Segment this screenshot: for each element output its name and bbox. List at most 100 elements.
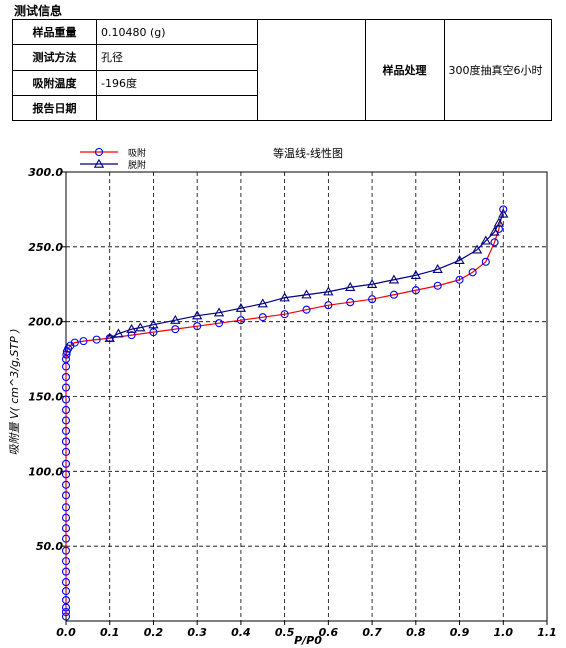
data-point bbox=[493, 217, 505, 227]
test-method-label: 测试方法 bbox=[12, 44, 97, 71]
data-point bbox=[61, 587, 71, 596]
test-info-table: 样品重量 0.10480 (g) 样品处理 300度抽真空6小时 测试方法 孔径… bbox=[12, 18, 552, 122]
data-point bbox=[61, 546, 71, 555]
data-point bbox=[61, 524, 71, 533]
sample-weight-label: 样品重量 bbox=[12, 18, 97, 46]
sample-weight-value: 0.10480 (g) bbox=[96, 18, 258, 46]
data-point bbox=[366, 278, 378, 288]
section-title: 测试信息 bbox=[14, 4, 63, 18]
adsorption-temp-value: -196度 bbox=[96, 69, 258, 96]
axis-ticks: 0.0 0.1 0.2 0.3 0.4 0.5 0.6 0.7 0.8 0.9 1.0 1.1 50.0… bbox=[28, 166, 557, 639]
data-point bbox=[61, 459, 71, 468]
data-point bbox=[368, 295, 377, 304]
info-row: 报告日期 bbox=[12, 94, 552, 122]
data-point bbox=[126, 323, 137, 333]
adsorption-temp-label: 吸附温度 bbox=[12, 69, 97, 96]
series-desorption bbox=[104, 208, 509, 342]
y-tick-label: 150.0 bbox=[28, 391, 63, 404]
y-tick-label: 100.0 bbox=[28, 465, 63, 478]
x-tick-label: 0.5 bbox=[275, 626, 295, 639]
data-point bbox=[257, 298, 268, 308]
data-point bbox=[104, 332, 115, 342]
data-point bbox=[388, 274, 400, 284]
data-point bbox=[61, 567, 71, 576]
x-tick-label: 0.8 bbox=[406, 626, 426, 639]
legend-item: 脱附 bbox=[80, 158, 146, 171]
x-tick-label: 0.1 bbox=[100, 626, 120, 639]
x-tick-label: 0.6 bbox=[319, 626, 339, 639]
data-point bbox=[61, 503, 71, 512]
data-point bbox=[70, 338, 79, 347]
data-point bbox=[61, 534, 71, 543]
data-point bbox=[490, 238, 499, 247]
x-tick-label: 0.7 bbox=[362, 626, 382, 639]
data-point bbox=[346, 298, 355, 307]
data-point bbox=[323, 286, 334, 296]
x-tick-label: 0.9 bbox=[450, 626, 470, 639]
data-point bbox=[62, 350, 71, 359]
data-point bbox=[411, 286, 420, 295]
x-tick-label: 1.0 bbox=[494, 626, 514, 639]
data-point bbox=[481, 257, 490, 266]
data-point bbox=[345, 281, 356, 291]
data-point bbox=[61, 595, 71, 605]
report-date-label: 报告日期 bbox=[12, 94, 97, 122]
y-axis-label: 吸附量 V( cm^3/g,STP ) bbox=[8, 328, 21, 455]
test-method-value: 孔径 bbox=[96, 44, 258, 71]
data-point bbox=[61, 447, 71, 456]
data-point bbox=[193, 322, 202, 331]
info-row: 吸附温度 -196度 bbox=[12, 69, 552, 96]
data-point bbox=[213, 307, 225, 317]
data-point bbox=[499, 205, 508, 214]
x-tick-label: 0.3 bbox=[187, 626, 207, 639]
data-point bbox=[489, 226, 500, 236]
data-point bbox=[410, 269, 421, 279]
data-point bbox=[432, 263, 443, 273]
data-point bbox=[61, 355, 71, 364]
data-point bbox=[468, 268, 477, 277]
data-point bbox=[455, 275, 464, 284]
data-point bbox=[171, 325, 180, 334]
data-point bbox=[454, 254, 465, 265]
info-blank-cell bbox=[257, 19, 366, 121]
isotherm-chart: 等温线-线性图 吸附量 V( cm^3/g,STP ) P/P0 0.0 0.1 0… bbox=[8, 146, 557, 647]
data-point bbox=[236, 316, 245, 325]
data-point bbox=[258, 313, 267, 322]
data-point bbox=[61, 470, 71, 479]
data-point bbox=[61, 480, 71, 489]
legend-marker bbox=[94, 147, 104, 157]
data-point bbox=[79, 337, 88, 346]
y-tick-label: 200.0 bbox=[28, 316, 63, 329]
data-point bbox=[192, 310, 203, 320]
data-point bbox=[61, 612, 71, 621]
data-point bbox=[61, 491, 71, 500]
data-point bbox=[324, 301, 333, 310]
treatment-value: 300度抽真空6小时 bbox=[443, 19, 552, 121]
data-point bbox=[149, 328, 158, 337]
y-tick-label: 50.0 bbox=[36, 540, 63, 553]
x-axis-label: P/P0 bbox=[294, 634, 322, 647]
data-point bbox=[433, 281, 442, 290]
legend-label: 脱附 bbox=[128, 159, 146, 171]
data-point bbox=[471, 244, 483, 254]
data-point bbox=[61, 395, 71, 404]
data-point bbox=[61, 607, 71, 617]
legend-item: 吸附 bbox=[80, 147, 146, 159]
data-point bbox=[498, 208, 509, 218]
data-point bbox=[214, 319, 224, 328]
data-point bbox=[301, 289, 312, 299]
series bbox=[61, 205, 509, 621]
data-point bbox=[280, 310, 289, 319]
info-row: 样品重量 0.10480 (g) 样品处理 300度抽真空6小时 bbox=[12, 18, 552, 121]
series-line bbox=[109, 213, 504, 339]
x-tick-label: 0.4 bbox=[231, 626, 251, 639]
data-point bbox=[61, 513, 71, 522]
legend-label: 吸附 bbox=[128, 147, 146, 159]
data-point bbox=[61, 416, 71, 425]
chart-title: 等温线-线性图 bbox=[273, 146, 343, 160]
data-point bbox=[480, 235, 491, 245]
treatment-label: 样品处理 bbox=[364, 19, 445, 121]
data-point bbox=[170, 314, 181, 324]
data-point bbox=[61, 372, 71, 382]
